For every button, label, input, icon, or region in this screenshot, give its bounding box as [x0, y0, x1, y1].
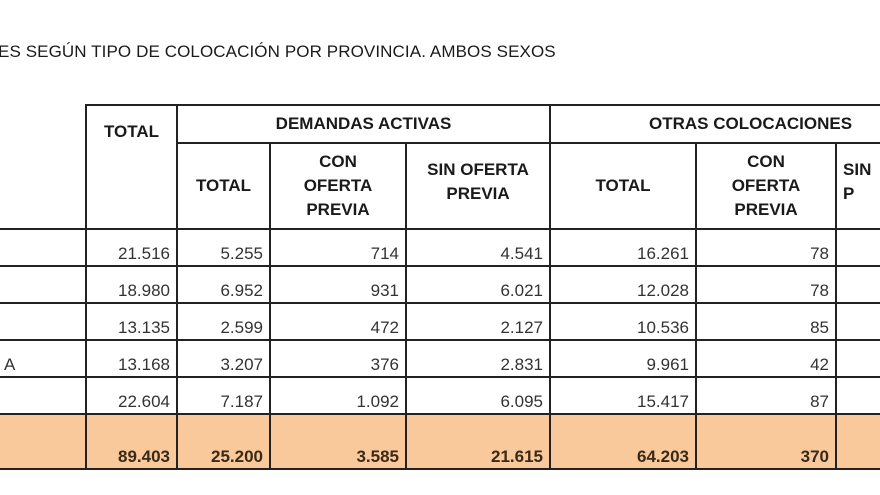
table-row: 18.980 6.952 931 6.021 12.028 78	[0, 265, 880, 304]
cell-da-sin: 6.095	[404, 376, 552, 415]
cell-da-total: 5.255	[176, 228, 271, 267]
cell-oc-total: 15.417	[549, 376, 698, 415]
cell-da-con: 376	[269, 339, 407, 378]
cell-oc-total: 12.028	[549, 265, 698, 304]
cell-da-con: 1.092	[269, 376, 407, 415]
cell-oc-total: 9.961	[549, 339, 698, 378]
cell-da-total: 7.187	[176, 376, 271, 415]
header-otras-colocaciones: OTRAS COLOCACIONES	[549, 104, 880, 144]
cell-da-sin: 6.021	[404, 265, 552, 304]
cell-da-total: 25.200	[176, 413, 271, 470]
header-da-sin-oferta: SIN OFERTA PREVIA	[404, 142, 552, 230]
province-header	[0, 105, 87, 229]
cell-da-total: 3.207	[176, 339, 271, 378]
cell-da-sin: 2.127	[404, 302, 552, 341]
header-demandas-activas: DEMANDAS ACTIVAS	[175, 104, 552, 144]
cell-da-con: 3.585	[269, 413, 407, 470]
cell-total: 21.516	[85, 228, 178, 267]
cell-oc-sin	[835, 339, 880, 378]
cell-da-total: 2.599	[176, 302, 271, 341]
cell-total: 89.403	[85, 413, 178, 470]
cell-oc-total: 64.203	[549, 413, 698, 470]
header-da-con-oferta: CON OFERTA PREVIA	[269, 142, 407, 230]
total-row: 89.403 25.200 3.585 21.615 64.203 370	[0, 413, 880, 470]
cell-oc-con: 370	[695, 413, 838, 470]
cell-da-sin: 4.541	[404, 228, 552, 267]
header-oc-sin-oferta: SIN P	[835, 142, 880, 230]
table-row: 21.516 5.255 714 4.541 16.261 78	[0, 228, 880, 267]
cell-oc-con: 78	[695, 265, 838, 304]
cell-name: A	[0, 339, 87, 378]
cell-oc-sin	[835, 413, 880, 470]
cell-da-con: 931	[269, 265, 407, 304]
cell-name	[0, 265, 87, 304]
cell-oc-con: 42	[695, 339, 838, 378]
cell-oc-total: 16.261	[549, 228, 698, 267]
cell-oc-sin	[835, 302, 880, 341]
cell-oc-sin	[835, 228, 880, 267]
cell-total: 13.168	[85, 339, 178, 378]
cell-name	[0, 376, 87, 415]
header-total: TOTAL	[85, 104, 178, 230]
cell-oc-con: 87	[695, 376, 838, 415]
cell-total: 13.135	[85, 302, 178, 341]
cell-total: 22.604	[85, 376, 178, 415]
cell-name	[0, 228, 87, 267]
cell-oc-sin	[835, 376, 880, 415]
cell-total: 18.980	[85, 265, 178, 304]
cell-oc-con: 78	[695, 228, 838, 267]
cell-da-sin: 21.615	[404, 413, 552, 470]
cell-oc-con: 85	[695, 302, 838, 341]
table-row: 22.604 7.187 1.092 6.095 15.417 87	[0, 376, 880, 415]
placements-table: TOTAL DEMANDAS ACTIVAS OTRAS COLOCACIONE…	[0, 104, 880, 470]
cell-da-con: 472	[269, 302, 407, 341]
cell-oc-sin	[835, 265, 880, 304]
cell-name	[0, 302, 87, 341]
header-oc-total: TOTAL	[549, 142, 698, 230]
cell-oc-total: 10.536	[549, 302, 698, 341]
header-da-total: TOTAL	[176, 142, 271, 230]
province-name	[0, 413, 87, 470]
cell-da-total: 6.952	[176, 265, 271, 304]
cell-da-sin: 2.831	[404, 339, 552, 378]
table-row: A 13.168 3.207 376 2.831 9.961 42	[0, 339, 880, 378]
table-row: 13.135 2.599 472 2.127 10.536 85	[0, 302, 880, 341]
cell-da-con: 714	[269, 228, 407, 267]
header-oc-con-oferta: CON OFERTA PREVIA	[695, 142, 838, 230]
table-title: ES SEGÚN TIPO DE COLOCACIÓN POR PROVINCI…	[0, 42, 556, 61]
